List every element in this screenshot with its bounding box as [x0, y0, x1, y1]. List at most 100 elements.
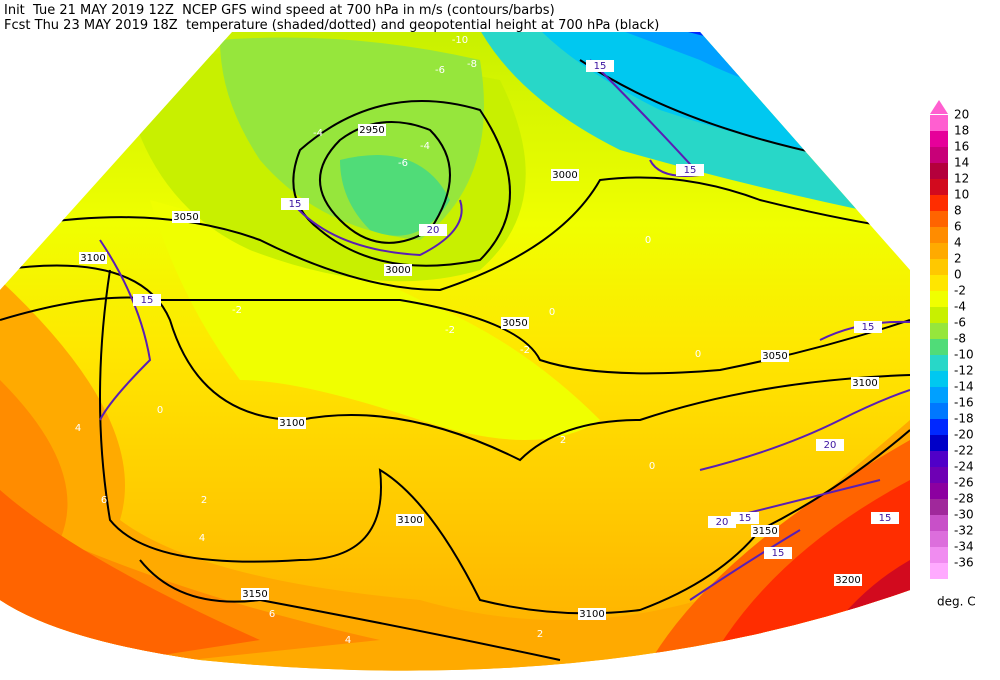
label-box	[551, 169, 579, 181]
colorbar-units: deg. C	[937, 595, 976, 609]
temp-label: -8	[467, 59, 477, 70]
label-box	[851, 377, 879, 389]
wind-label: 15	[879, 513, 892, 524]
colorbar-swatch	[930, 243, 948, 259]
height-label: 3150	[752, 526, 777, 537]
label-box	[281, 198, 309, 210]
colorbar-swatch	[930, 131, 948, 147]
wind-label: 20	[716, 517, 729, 528]
label-box	[79, 252, 107, 264]
temp-label: 0	[649, 461, 655, 472]
label-box	[578, 608, 606, 620]
colorbar-label: -2	[954, 284, 966, 298]
colorbar-swatch	[930, 515, 948, 531]
height-label: 3100	[80, 253, 105, 264]
temp-label: -4	[420, 141, 430, 152]
temp-label: 0	[645, 235, 651, 246]
label-box	[396, 514, 424, 526]
temp-label: 2	[201, 495, 207, 506]
colorbar-label: -6	[954, 316, 966, 330]
colorbar-swatch	[930, 323, 948, 339]
colorbar-swatch	[930, 547, 948, 563]
colorbar-label: 4	[954, 236, 962, 250]
wind-label: 15	[594, 61, 607, 72]
colorbar-label: -20	[954, 428, 974, 442]
colorbar-label: 18	[954, 124, 969, 138]
colorbar-label: -12	[954, 364, 974, 378]
height-label: 3050	[502, 318, 527, 329]
wind-label: 15	[739, 513, 752, 524]
wind-contours	[99, 59, 910, 601]
colorbar-label: -18	[954, 412, 974, 426]
colorbar-swatch	[930, 307, 948, 323]
label-box	[384, 264, 412, 276]
colorbar-label: 14	[954, 156, 969, 170]
colorbar-swatch	[930, 147, 948, 163]
temp-label: -6	[435, 65, 445, 76]
height-label: 3100	[852, 378, 877, 389]
wind-label: 20	[824, 440, 837, 451]
temp-label: -4	[313, 128, 323, 139]
label-box	[751, 525, 779, 537]
label-box	[358, 124, 386, 136]
temp-label: 0	[157, 405, 163, 416]
colorbar-label: -32	[954, 524, 974, 538]
colorbar-label: -14	[954, 380, 974, 394]
colorbar-swatch	[930, 403, 948, 419]
wind-label: 15	[684, 165, 697, 176]
colorbar-label: -30	[954, 508, 974, 522]
label-box	[764, 547, 792, 559]
colorbar-arrow	[930, 100, 948, 114]
colorbar-swatch	[930, 563, 948, 579]
temp-label: 4	[75, 423, 81, 434]
colorbar-swatch	[930, 275, 948, 291]
wind-label: 15	[862, 322, 875, 333]
height-label: 3150	[242, 589, 267, 600]
height-label: 3050	[762, 351, 787, 362]
colorbar-label: 10	[954, 188, 969, 202]
temp-label: 4	[199, 533, 205, 544]
colorbar-swatch	[930, 227, 948, 243]
colorbar-label: -4	[954, 300, 966, 314]
colorbar-swatch	[930, 451, 948, 467]
colorbar-swatch	[930, 371, 948, 387]
colorbar-label: 16	[954, 140, 969, 154]
colorbar-swatch	[930, 339, 948, 355]
colorbar-label: -24	[954, 460, 974, 474]
colorbar-label: -26	[954, 476, 974, 490]
height-label: 3100	[279, 418, 304, 429]
label-box	[241, 588, 269, 600]
colorbar-swatch	[930, 211, 948, 227]
colorbar-label: -8	[954, 332, 966, 346]
height-label: 3050	[173, 212, 198, 223]
colorbar-swatch	[930, 259, 948, 275]
temp-label: -2	[232, 305, 242, 316]
header-line: Init Tue 21 MAY 2019 12Z NCEP GFS wind s…	[4, 3, 555, 18]
label-box	[278, 417, 306, 429]
wind-label: 15	[289, 199, 302, 210]
colorbar-swatch	[930, 115, 948, 131]
colorbar-label: 0	[954, 268, 962, 282]
temp-label: 0	[549, 307, 555, 318]
height-label: 3100	[397, 515, 422, 526]
colorbar-label: -22	[954, 444, 974, 458]
colorbar-label: -10	[954, 348, 974, 362]
colorbar-swatch	[930, 419, 948, 435]
height-label: 3200	[835, 575, 860, 586]
wind-label: 15	[141, 295, 154, 306]
temp-label: -2	[445, 325, 455, 336]
temp-label: 6	[269, 609, 275, 620]
colorbar-swatch	[930, 163, 948, 179]
label-box	[172, 211, 200, 223]
label-box	[676, 164, 704, 176]
colorbar: 20181614121086420-2-4-6-8-10-12-14-16-18…	[930, 100, 974, 579]
label-box	[501, 317, 529, 329]
label-box	[871, 512, 899, 524]
label-box	[834, 574, 862, 586]
colorbar-label: -34	[954, 540, 974, 554]
colorbar-swatch	[930, 355, 948, 371]
temp-label: 0	[695, 349, 701, 360]
colorbar-swatch	[930, 387, 948, 403]
